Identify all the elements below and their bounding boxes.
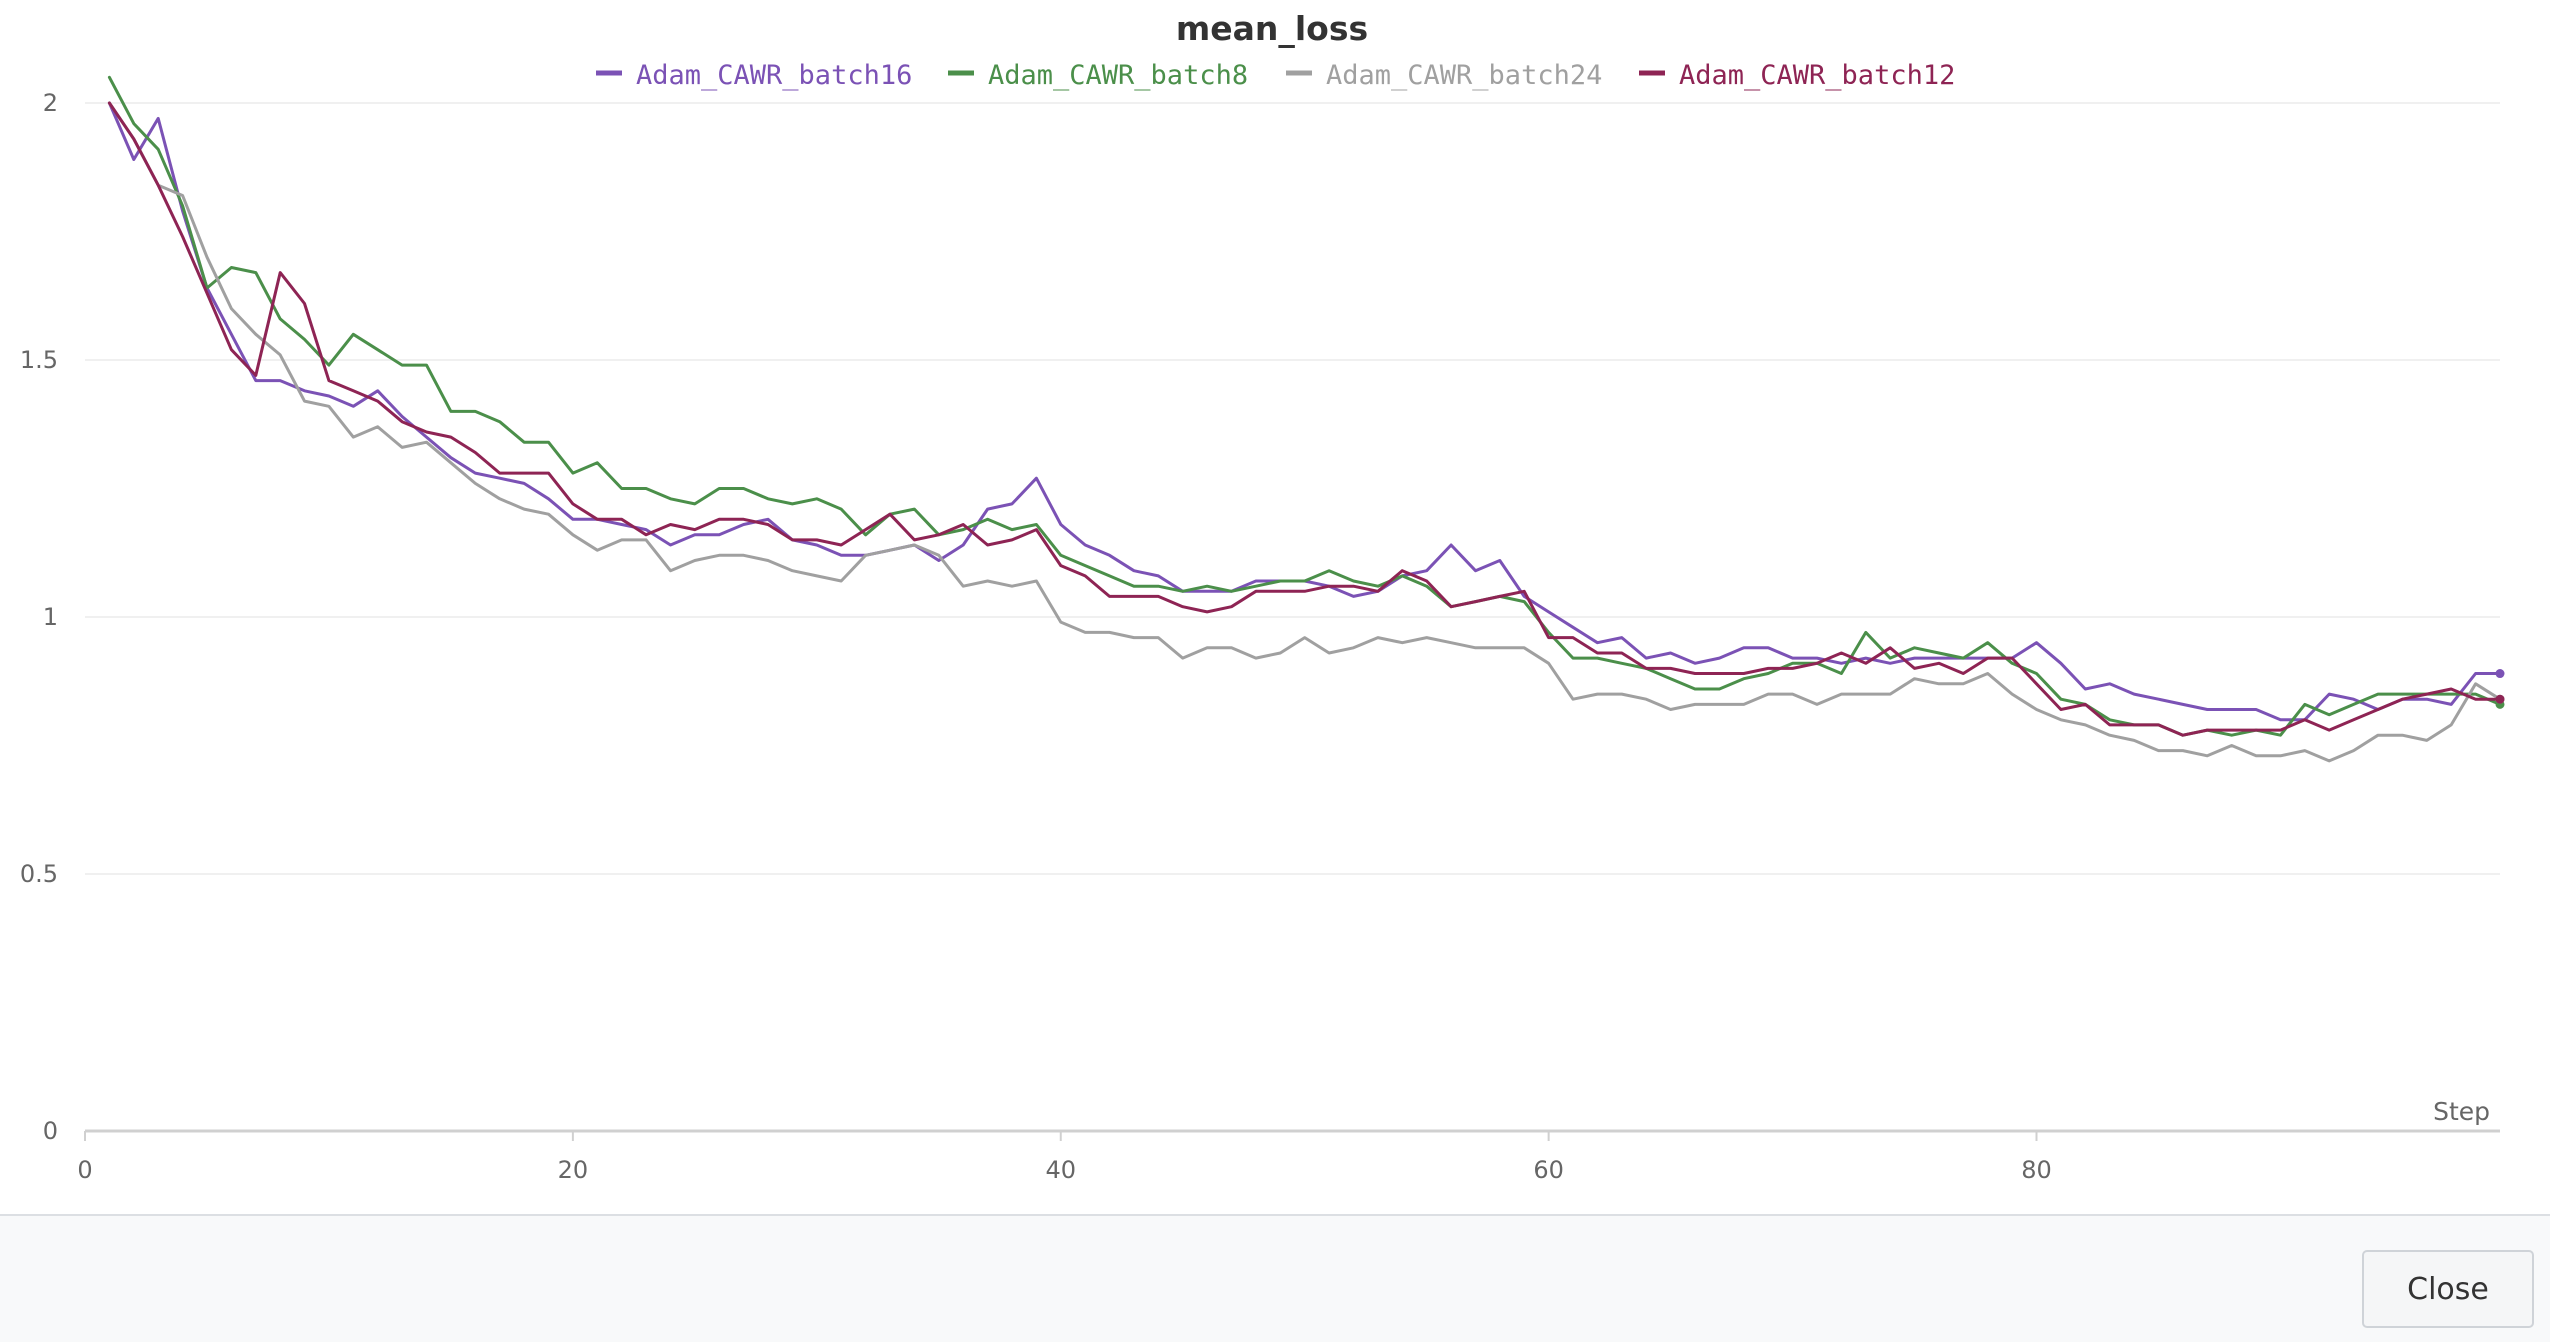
legend[interactable]: Adam_CAWR_batch16 Adam_CAWR_batch8 Adam_CA…: [596, 60, 1955, 91]
x-tick-label: 20: [558, 1156, 589, 1184]
legend-item-Adam_CAWR_batch12[interactable]: Adam_CAWR_batch12: [1639, 60, 1955, 91]
legend-label: Adam_CAWR_batch24: [1326, 60, 1602, 91]
chart-title: mean_loss: [1176, 9, 1368, 48]
series-lines: [107, 75, 2505, 763]
y-axis-tick-labels: 0 0.5 1 1.5 2: [20, 89, 58, 1145]
chart-svg: 00.511.52 0 20 40 60 80 Adam_CAWR_batch16 Ada…: [20, 9, 2505, 1184]
x-tick-label: 80: [2021, 1156, 2052, 1184]
legend-item-Adam_CAWR_batch16[interactable]: Adam_CAWR_batch16: [596, 60, 912, 91]
y-tick-label: 0.5: [20, 860, 58, 888]
legend-item-Adam_CAWR_batch8[interactable]: Adam_CAWR_batch8: [948, 60, 1248, 91]
x-tick-label: 40: [1045, 1156, 1076, 1184]
y-tick-label: 1: [43, 603, 58, 631]
series-line-Adam_CAWR_batch24: [107, 101, 2502, 763]
x-axis: [84, 1129, 2500, 1141]
legend-label: Adam_CAWR_batch16: [636, 60, 912, 91]
chart-area: 0 0.5 1 1.5 2 0 20 40 60 80 Adam_CAWR_batch16 Ada…: [19, 9, 2505, 1184]
legend-label: Adam_CAWR_batch8: [988, 60, 1248, 91]
y-tick-label: 2: [43, 89, 58, 117]
grid-lines: [85, 102, 2500, 875]
series-endpoint-Adam_CAWR_batch16: [2495, 669, 2505, 679]
legend-item-Adam_CAWR_batch24[interactable]: Adam_CAWR_batch24: [1286, 60, 1602, 91]
series-endpoint-Adam_CAWR_batch12: [2495, 694, 2505, 704]
close-button[interactable]: Close: [2362, 1250, 2534, 1328]
legend-label: Adam_CAWR_batch12: [1679, 60, 1955, 91]
series-line-Adam_CAWR_batch12: [107, 101, 2502, 737]
series-line-Adam_CAWR_batch8: [107, 75, 2502, 737]
y-tick-label: 1.5: [20, 346, 58, 374]
y-tick-label: 0: [43, 1117, 58, 1145]
x-tick-label: 0: [77, 1156, 92, 1184]
x-axis-tick-labels: 0 20 40 60 80: [77, 1156, 2051, 1184]
x-axis-label: Step: [2433, 1097, 2490, 1126]
dialog-footer: Close: [0, 1214, 2550, 1342]
x-tick-label: 60: [1533, 1156, 1564, 1184]
